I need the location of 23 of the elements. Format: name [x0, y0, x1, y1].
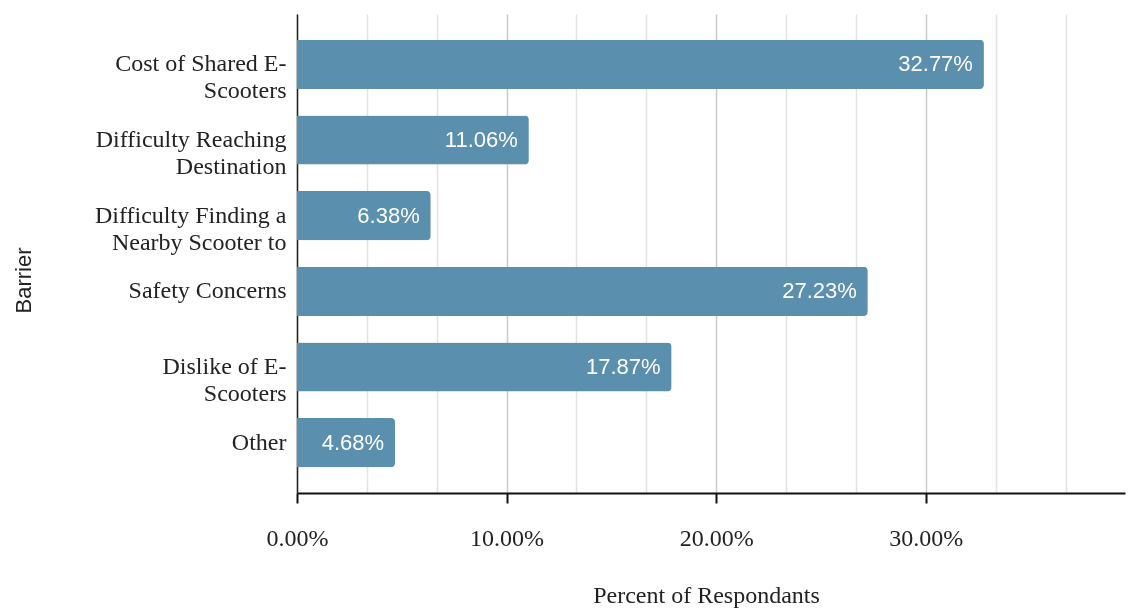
data-label: 11.06% [444, 126, 518, 152]
bar [297, 191, 431, 241]
bar [297, 39, 984, 89]
bar [297, 115, 529, 165]
x-tick-label: 10.00% [470, 524, 545, 551]
data-label: 27.23% [782, 278, 857, 304]
x-tick-label: 0.00% [266, 524, 329, 551]
y-tick-label: Cost of Shared E-Scooters [115, 50, 287, 104]
x-axis-title: Percent of Respondants [593, 581, 820, 608]
data-label: 17.87% [585, 354, 661, 380]
data-label: 4.68% [321, 429, 385, 455]
y-axis-title: Barrier [10, 247, 36, 314]
y-tick-label: Safety Concerns [128, 277, 287, 304]
bar [297, 342, 672, 392]
x-tick-label: 20.00% [679, 524, 754, 551]
y-tick-label: Difficulty Reaching Destination [95, 125, 287, 179]
y-tick-label: Other [231, 428, 287, 455]
bar [297, 266, 868, 316]
data-label: 32.77% [898, 51, 973, 77]
data-label: 6.38% [357, 202, 420, 228]
y-tick-label: Difficulty Finding a Nearby Scooter to [94, 201, 287, 255]
x-tick-label: 30.00% [889, 524, 964, 551]
y-tick-label: Dislike of E-Scooters [162, 353, 287, 407]
